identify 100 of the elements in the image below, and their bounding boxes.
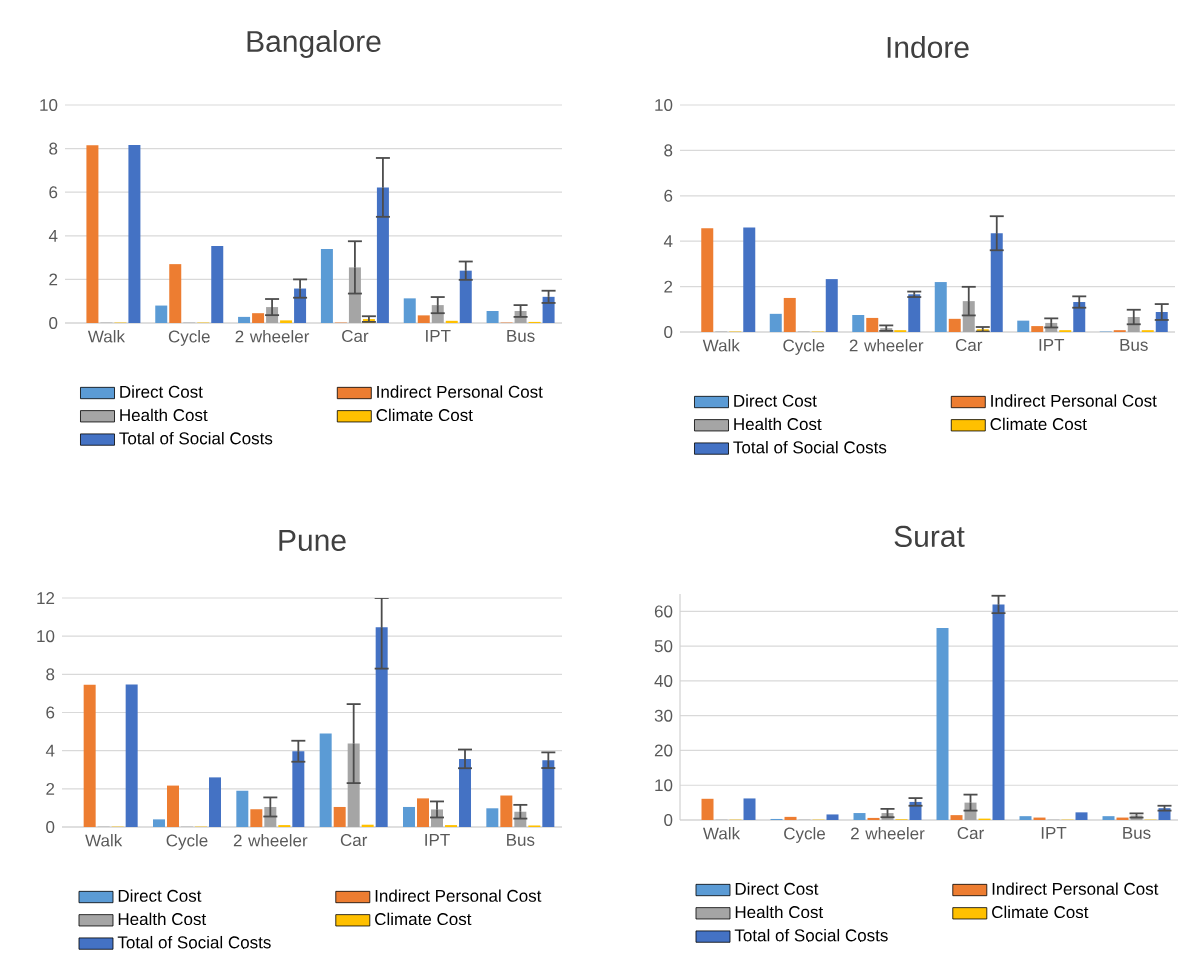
bar bbox=[784, 816, 797, 820]
bar bbox=[169, 264, 182, 323]
y-tick-label: 50 bbox=[654, 640, 673, 653]
bar bbox=[1019, 816, 1032, 820]
x-tick-label: Car bbox=[342, 330, 369, 343]
bar bbox=[743, 227, 756, 332]
chart-title: Pune bbox=[279, 530, 346, 551]
bar bbox=[866, 317, 879, 332]
bar bbox=[347, 743, 360, 827]
legend-label: Climate Cost bbox=[990, 417, 1087, 431]
bar bbox=[320, 248, 333, 323]
bar bbox=[236, 790, 249, 827]
y-tick-label: 2 bbox=[49, 273, 58, 286]
bar bbox=[459, 270, 472, 323]
bar bbox=[825, 279, 838, 332]
bar bbox=[167, 785, 179, 827]
bar bbox=[250, 809, 263, 827]
y-tick-label: 20 bbox=[654, 744, 673, 757]
legend-label: Indirect Personal Cost bbox=[991, 394, 1157, 407]
y-tick-label: 40 bbox=[654, 674, 673, 687]
bar bbox=[908, 294, 921, 332]
x-tick-label: Cycle bbox=[166, 834, 208, 850]
legend-label: Indirect Personal Cost bbox=[375, 889, 542, 902]
legend-label: Direct Cost bbox=[735, 882, 819, 895]
bar bbox=[209, 777, 221, 827]
bar bbox=[292, 751, 305, 827]
bar bbox=[948, 318, 961, 332]
bar bbox=[1031, 326, 1044, 332]
bar bbox=[992, 604, 1005, 820]
legend-label: Indirect Personal Cost bbox=[377, 385, 543, 398]
x-tick-label: 2 wheeler bbox=[235, 330, 310, 343]
bar bbox=[1102, 816, 1115, 820]
bar bbox=[743, 798, 756, 820]
x-tick-label: 2 wheeler bbox=[849, 339, 924, 352]
y-tick-label: 2 bbox=[664, 280, 673, 293]
bar bbox=[83, 684, 96, 827]
y-tick-label: 0 bbox=[664, 325, 673, 338]
x-tick-label: 2 wheeler bbox=[233, 834, 308, 847]
x-tick-label: 2 wheeler bbox=[851, 827, 925, 840]
bar bbox=[211, 246, 224, 323]
bar bbox=[486, 311, 499, 323]
bar bbox=[934, 282, 947, 332]
bar bbox=[500, 795, 513, 827]
bar bbox=[852, 314, 865, 332]
y-tick-label: 2 bbox=[46, 782, 55, 795]
legend-label: Direct Cost bbox=[734, 394, 817, 407]
bar bbox=[333, 806, 346, 827]
bar bbox=[1017, 320, 1030, 332]
legend-label: Total of Social Costs bbox=[117, 935, 271, 949]
bar bbox=[319, 733, 332, 827]
y-tick-label: 10 bbox=[655, 98, 673, 111]
y-tick-label: 0 bbox=[46, 820, 55, 834]
bar bbox=[376, 187, 389, 323]
bar bbox=[459, 758, 472, 827]
legend-label: Climate Cost bbox=[992, 905, 1089, 919]
y-tick-label: 6 bbox=[49, 186, 58, 199]
bar bbox=[1075, 812, 1088, 820]
bar bbox=[542, 760, 555, 827]
legend-label: Direct Cost bbox=[118, 889, 202, 902]
y-tick-label: 8 bbox=[49, 142, 58, 155]
x-tick-label: Walk bbox=[703, 827, 741, 840]
bar bbox=[86, 145, 99, 323]
x-tick-label: Cycle bbox=[168, 330, 210, 346]
bar bbox=[542, 296, 555, 323]
bar bbox=[769, 313, 782, 332]
chart-title: Surat bbox=[894, 525, 965, 548]
legend-label: Climate Cost bbox=[376, 408, 473, 422]
x-tick-label: Bus bbox=[1123, 827, 1151, 839]
bar bbox=[826, 814, 839, 820]
x-tick-label: Cycle bbox=[784, 827, 825, 843]
bar bbox=[403, 806, 415, 827]
y-tick-label: 4 bbox=[48, 229, 58, 242]
bar bbox=[238, 316, 251, 323]
bar bbox=[375, 627, 388, 827]
x-tick-label: Cycle bbox=[783, 339, 825, 355]
legend-label: Health Cost bbox=[735, 905, 824, 919]
x-tick-label: Car bbox=[340, 834, 368, 847]
y-tick-label: 4 bbox=[45, 744, 55, 757]
y-tick-label: 60 bbox=[654, 605, 673, 618]
x-tick-label: Bus bbox=[507, 834, 535, 846]
legend-label: Health Cost bbox=[120, 408, 208, 422]
bar bbox=[701, 228, 714, 332]
bar bbox=[153, 819, 165, 827]
legend-label: Total of Social Costs bbox=[734, 928, 888, 942]
bar bbox=[936, 628, 949, 820]
bar bbox=[445, 320, 458, 323]
legend-label: Direct Cost bbox=[120, 385, 203, 398]
bar bbox=[128, 144, 141, 323]
bar bbox=[701, 798, 714, 820]
x-tick-label: IPT bbox=[425, 834, 450, 846]
bar bbox=[155, 305, 168, 323]
bar bbox=[125, 684, 138, 827]
x-tick-label: Walk bbox=[702, 339, 740, 352]
y-tick-label: 0 bbox=[664, 813, 673, 827]
bar bbox=[417, 315, 430, 323]
bar bbox=[280, 320, 293, 323]
y-tick-label: 6 bbox=[46, 706, 55, 719]
x-tick-label: IPT bbox=[426, 330, 451, 342]
y-tick-label: 10 bbox=[40, 98, 58, 111]
legend-label: Total of Social Costs bbox=[733, 440, 887, 454]
